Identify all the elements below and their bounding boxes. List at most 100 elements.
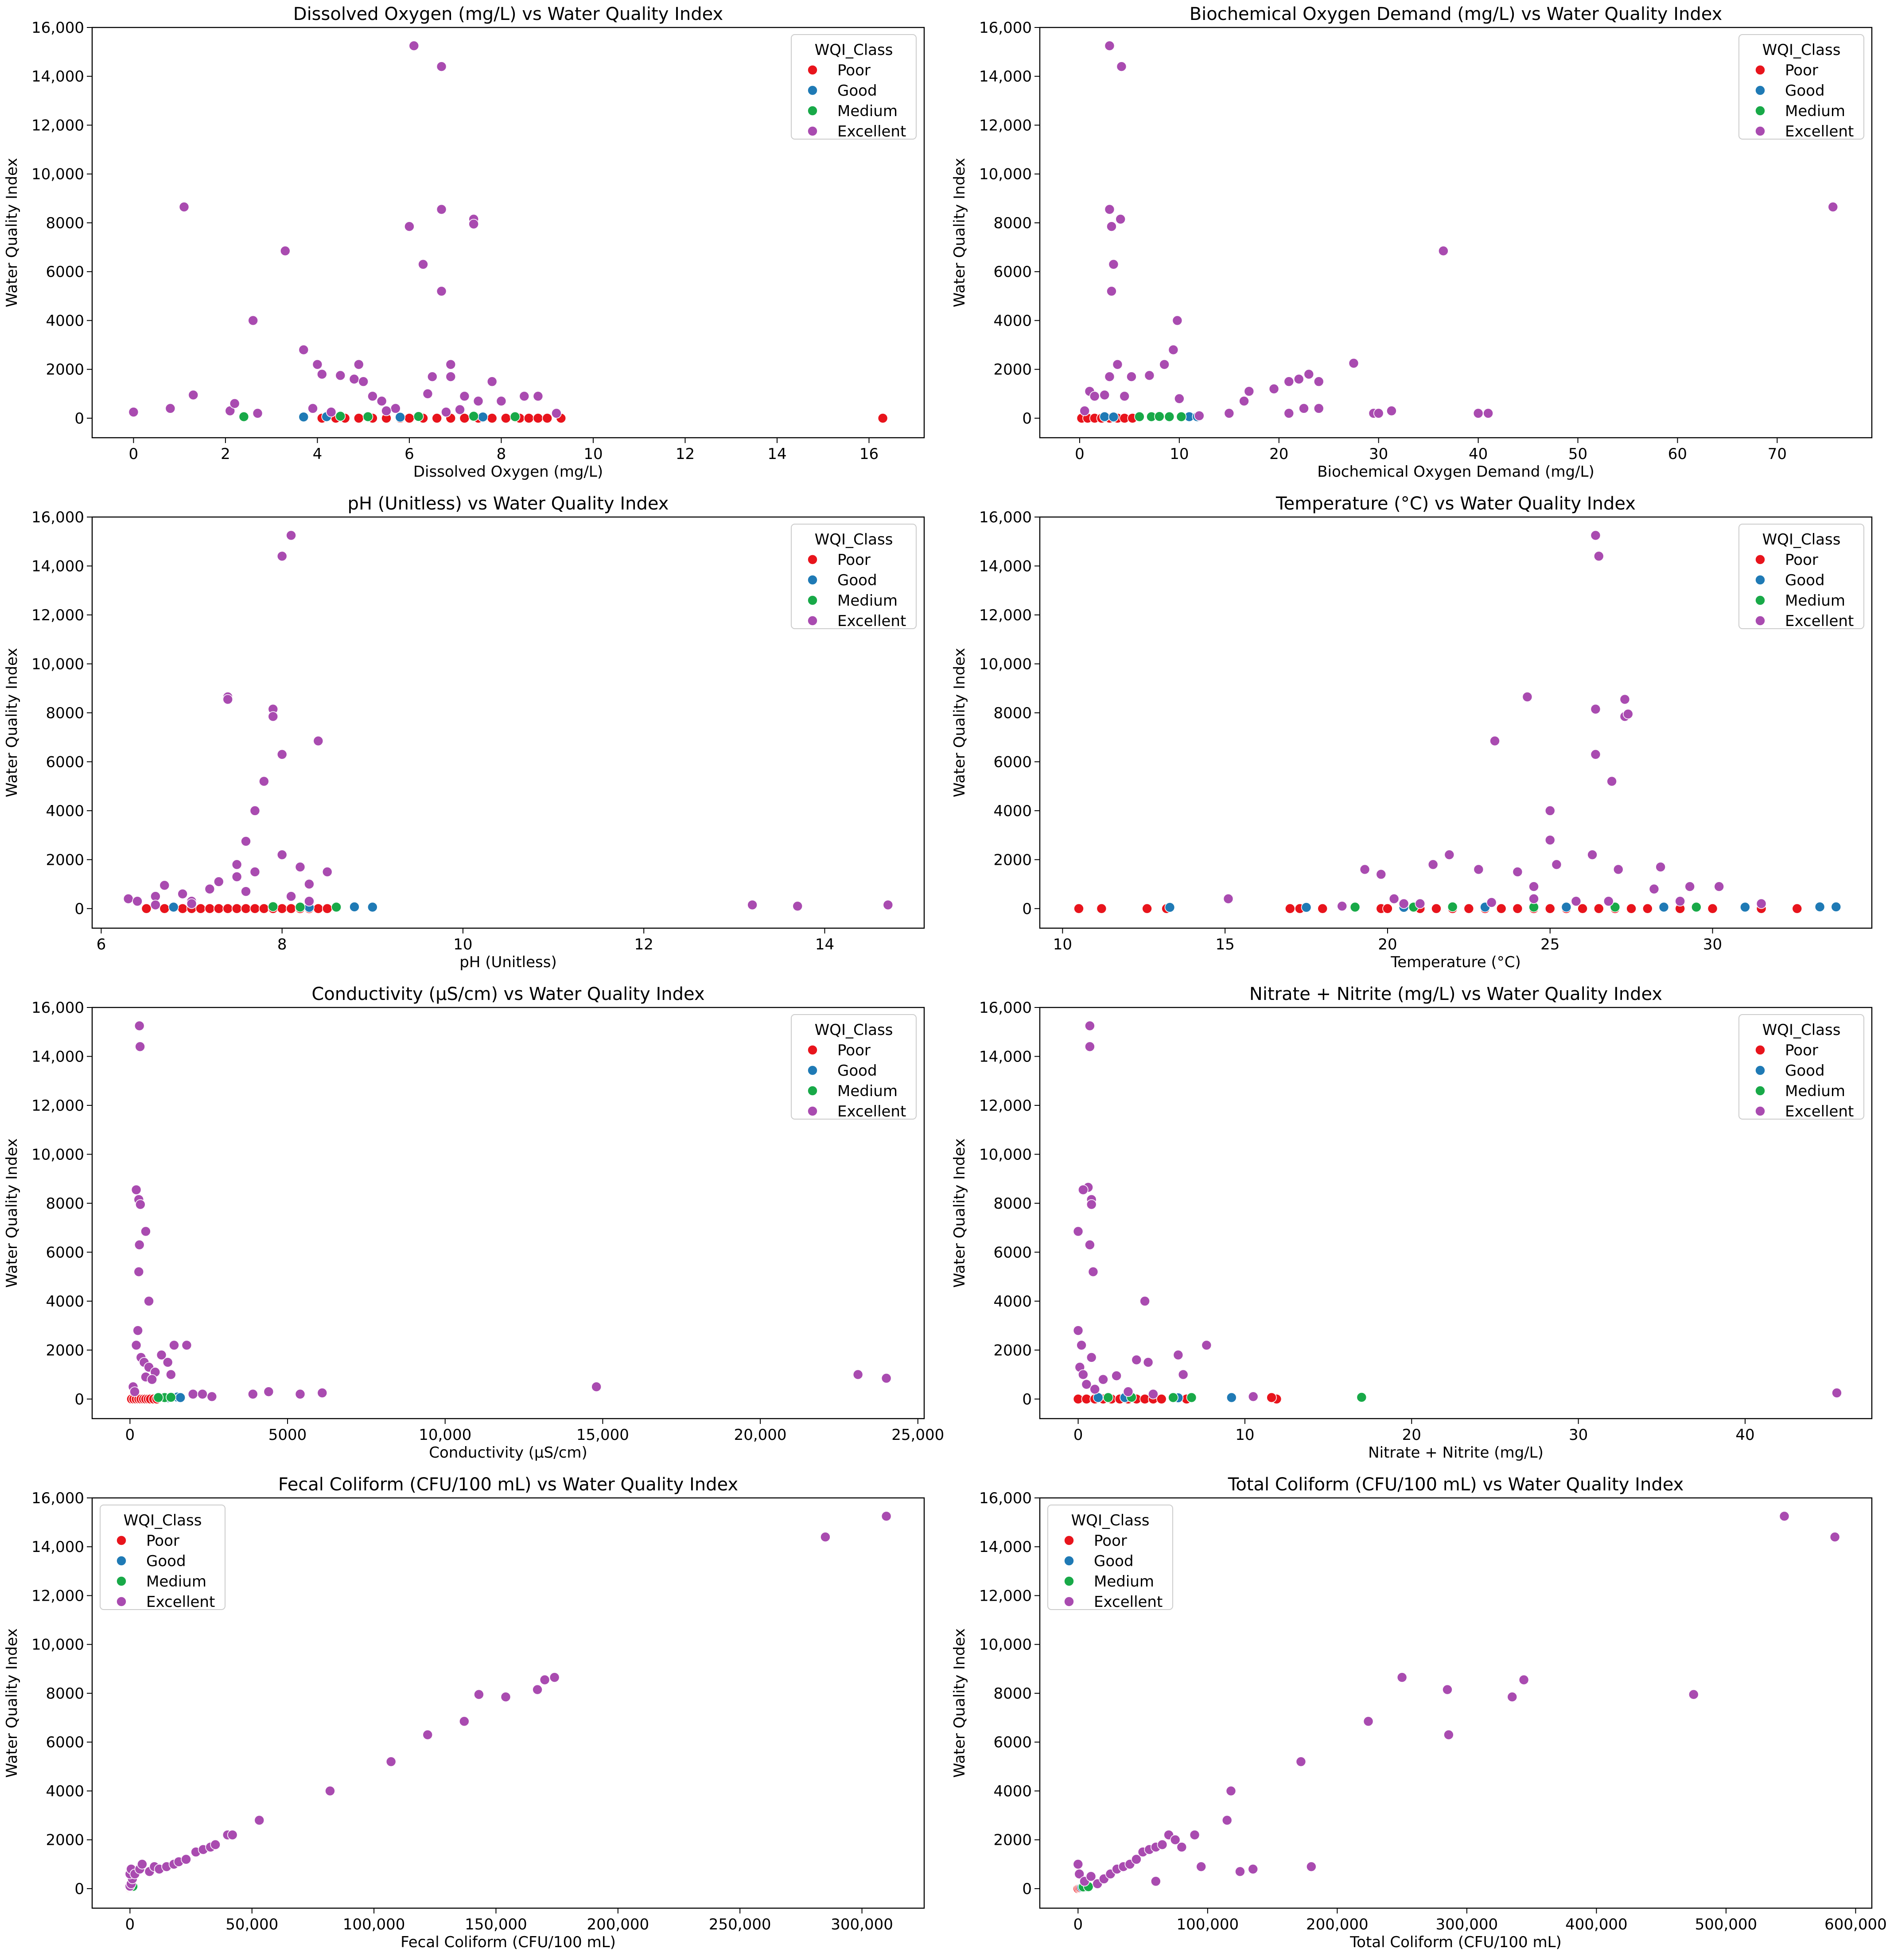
legend: WQI_Class Poor Good Medium Excellent [1047, 1505, 1173, 1611]
point-excellent [459, 1716, 470, 1727]
point-excellent [1376, 869, 1387, 880]
point-medium [1610, 902, 1621, 913]
point-excellent [131, 1340, 142, 1351]
legend-marker-medium [807, 1085, 818, 1096]
point-excellent [1295, 1756, 1307, 1767]
point-excellent [259, 776, 269, 787]
legend-label-poor: Poor [837, 62, 871, 79]
y-tick-label: 16,000 [31, 509, 84, 526]
y-tick-label: 14,000 [31, 1048, 84, 1066]
point-poor [432, 413, 442, 424]
point-excellent [1606, 776, 1617, 787]
point-excellent [295, 1388, 306, 1400]
x-axis-label: Biochemical Oxygen Demand (mg/L) [1317, 463, 1594, 481]
legend-marker-excellent [1064, 1596, 1074, 1607]
point-excellent [1115, 214, 1126, 225]
point-excellent [436, 204, 447, 215]
point-excellent [422, 1729, 433, 1740]
point-excellent [134, 1020, 145, 1031]
point-excellent [131, 1184, 142, 1195]
point-excellent [1551, 859, 1562, 870]
legend-label-good: Good [1094, 1552, 1134, 1570]
legend-label-excellent: Excellent [1785, 612, 1854, 630]
y-tick-label: 0 [74, 1391, 84, 1408]
point-excellent [1438, 245, 1449, 257]
x-tick-label: 200,000 [587, 1916, 649, 1933]
point-excellent [133, 1266, 144, 1277]
chart-panel-2: Biochemical Oxygen Demand (mg/L) vs Wate… [951, 4, 1873, 481]
point-excellent [1078, 1369, 1089, 1380]
legend-title: WQI_Class [1071, 1512, 1150, 1529]
point-excellent [549, 1672, 560, 1683]
point-poor [259, 903, 269, 914]
y-tick-label: 16,000 [31, 1489, 84, 1507]
y-tick-label: 12,000 [31, 1587, 84, 1605]
point-excellent [169, 1340, 179, 1351]
point-excellent [252, 408, 263, 419]
point-excellent [385, 1756, 397, 1767]
point-poor [404, 413, 415, 424]
point-excellent [1126, 371, 1137, 382]
point-excellent [367, 391, 378, 402]
point-excellent [1486, 897, 1497, 908]
legend-marker-poor [116, 1535, 127, 1546]
y-tick-label: 12,000 [31, 1097, 84, 1115]
point-good [349, 902, 360, 912]
legend-marker-excellent [116, 1596, 127, 1607]
x-tick-label: 400,000 [1565, 1916, 1628, 1933]
y-tick-label: 14,000 [31, 68, 84, 86]
y-tick-label: 4000 [46, 802, 84, 820]
x-tick-label: 6 [404, 445, 414, 463]
y-tick-label: 16,000 [979, 19, 1032, 37]
legend-marker-excellent [1755, 615, 1765, 626]
point-excellent [1313, 403, 1324, 414]
point-excellent [1098, 1374, 1108, 1385]
point-excellent [295, 862, 306, 872]
y-tick-label: 0 [74, 410, 84, 428]
point-poor [249, 903, 261, 914]
point-excellent [1174, 393, 1185, 404]
legend-marker-poor [807, 554, 818, 565]
point-excellent [1832, 1388, 1842, 1398]
point-medium [331, 902, 342, 913]
legend-marker-good [116, 1556, 127, 1566]
legend-marker-poor [1755, 1045, 1765, 1055]
point-medium [1691, 902, 1702, 913]
point-poor [1792, 903, 1803, 914]
point-excellent [1221, 1815, 1233, 1826]
point-excellent [1313, 376, 1324, 387]
point-excellent [1590, 530, 1601, 541]
point-excellent [128, 407, 139, 417]
data-points [1073, 1020, 1842, 1404]
point-medium [335, 411, 346, 422]
point-good [1301, 902, 1312, 913]
x-tick-label: 12 [676, 445, 695, 463]
point-excellent [313, 735, 324, 747]
point-medium [1154, 411, 1165, 422]
point-good [298, 412, 309, 422]
chart-title: Conductivity (µS/cm) vs Water Quality In… [311, 984, 704, 1004]
legend-label-medium: Medium [837, 1082, 898, 1100]
point-excellent [1348, 358, 1359, 369]
point-poor [204, 903, 215, 914]
point-excellent [1388, 893, 1400, 904]
legend-marker-excellent [807, 1106, 818, 1116]
point-poor [141, 903, 152, 914]
legend-label-poor: Poor [1094, 1532, 1127, 1550]
point-excellent [519, 391, 530, 402]
point-poor [177, 903, 188, 914]
point-poor [159, 903, 170, 914]
point-poor [1142, 903, 1152, 914]
point-excellent [1283, 408, 1295, 419]
legend-marker-excellent [1755, 126, 1765, 136]
point-excellent [1427, 859, 1439, 870]
data-points [123, 530, 894, 914]
point-excellent [500, 1692, 511, 1703]
point-excellent [165, 403, 176, 414]
point-excellent [322, 867, 333, 877]
point-excellent [496, 396, 507, 407]
point-excellent [1157, 1839, 1168, 1850]
legend-box [1047, 1505, 1173, 1610]
legend-label-medium: Medium [837, 592, 898, 610]
y-tick-label: 6000 [993, 753, 1032, 771]
